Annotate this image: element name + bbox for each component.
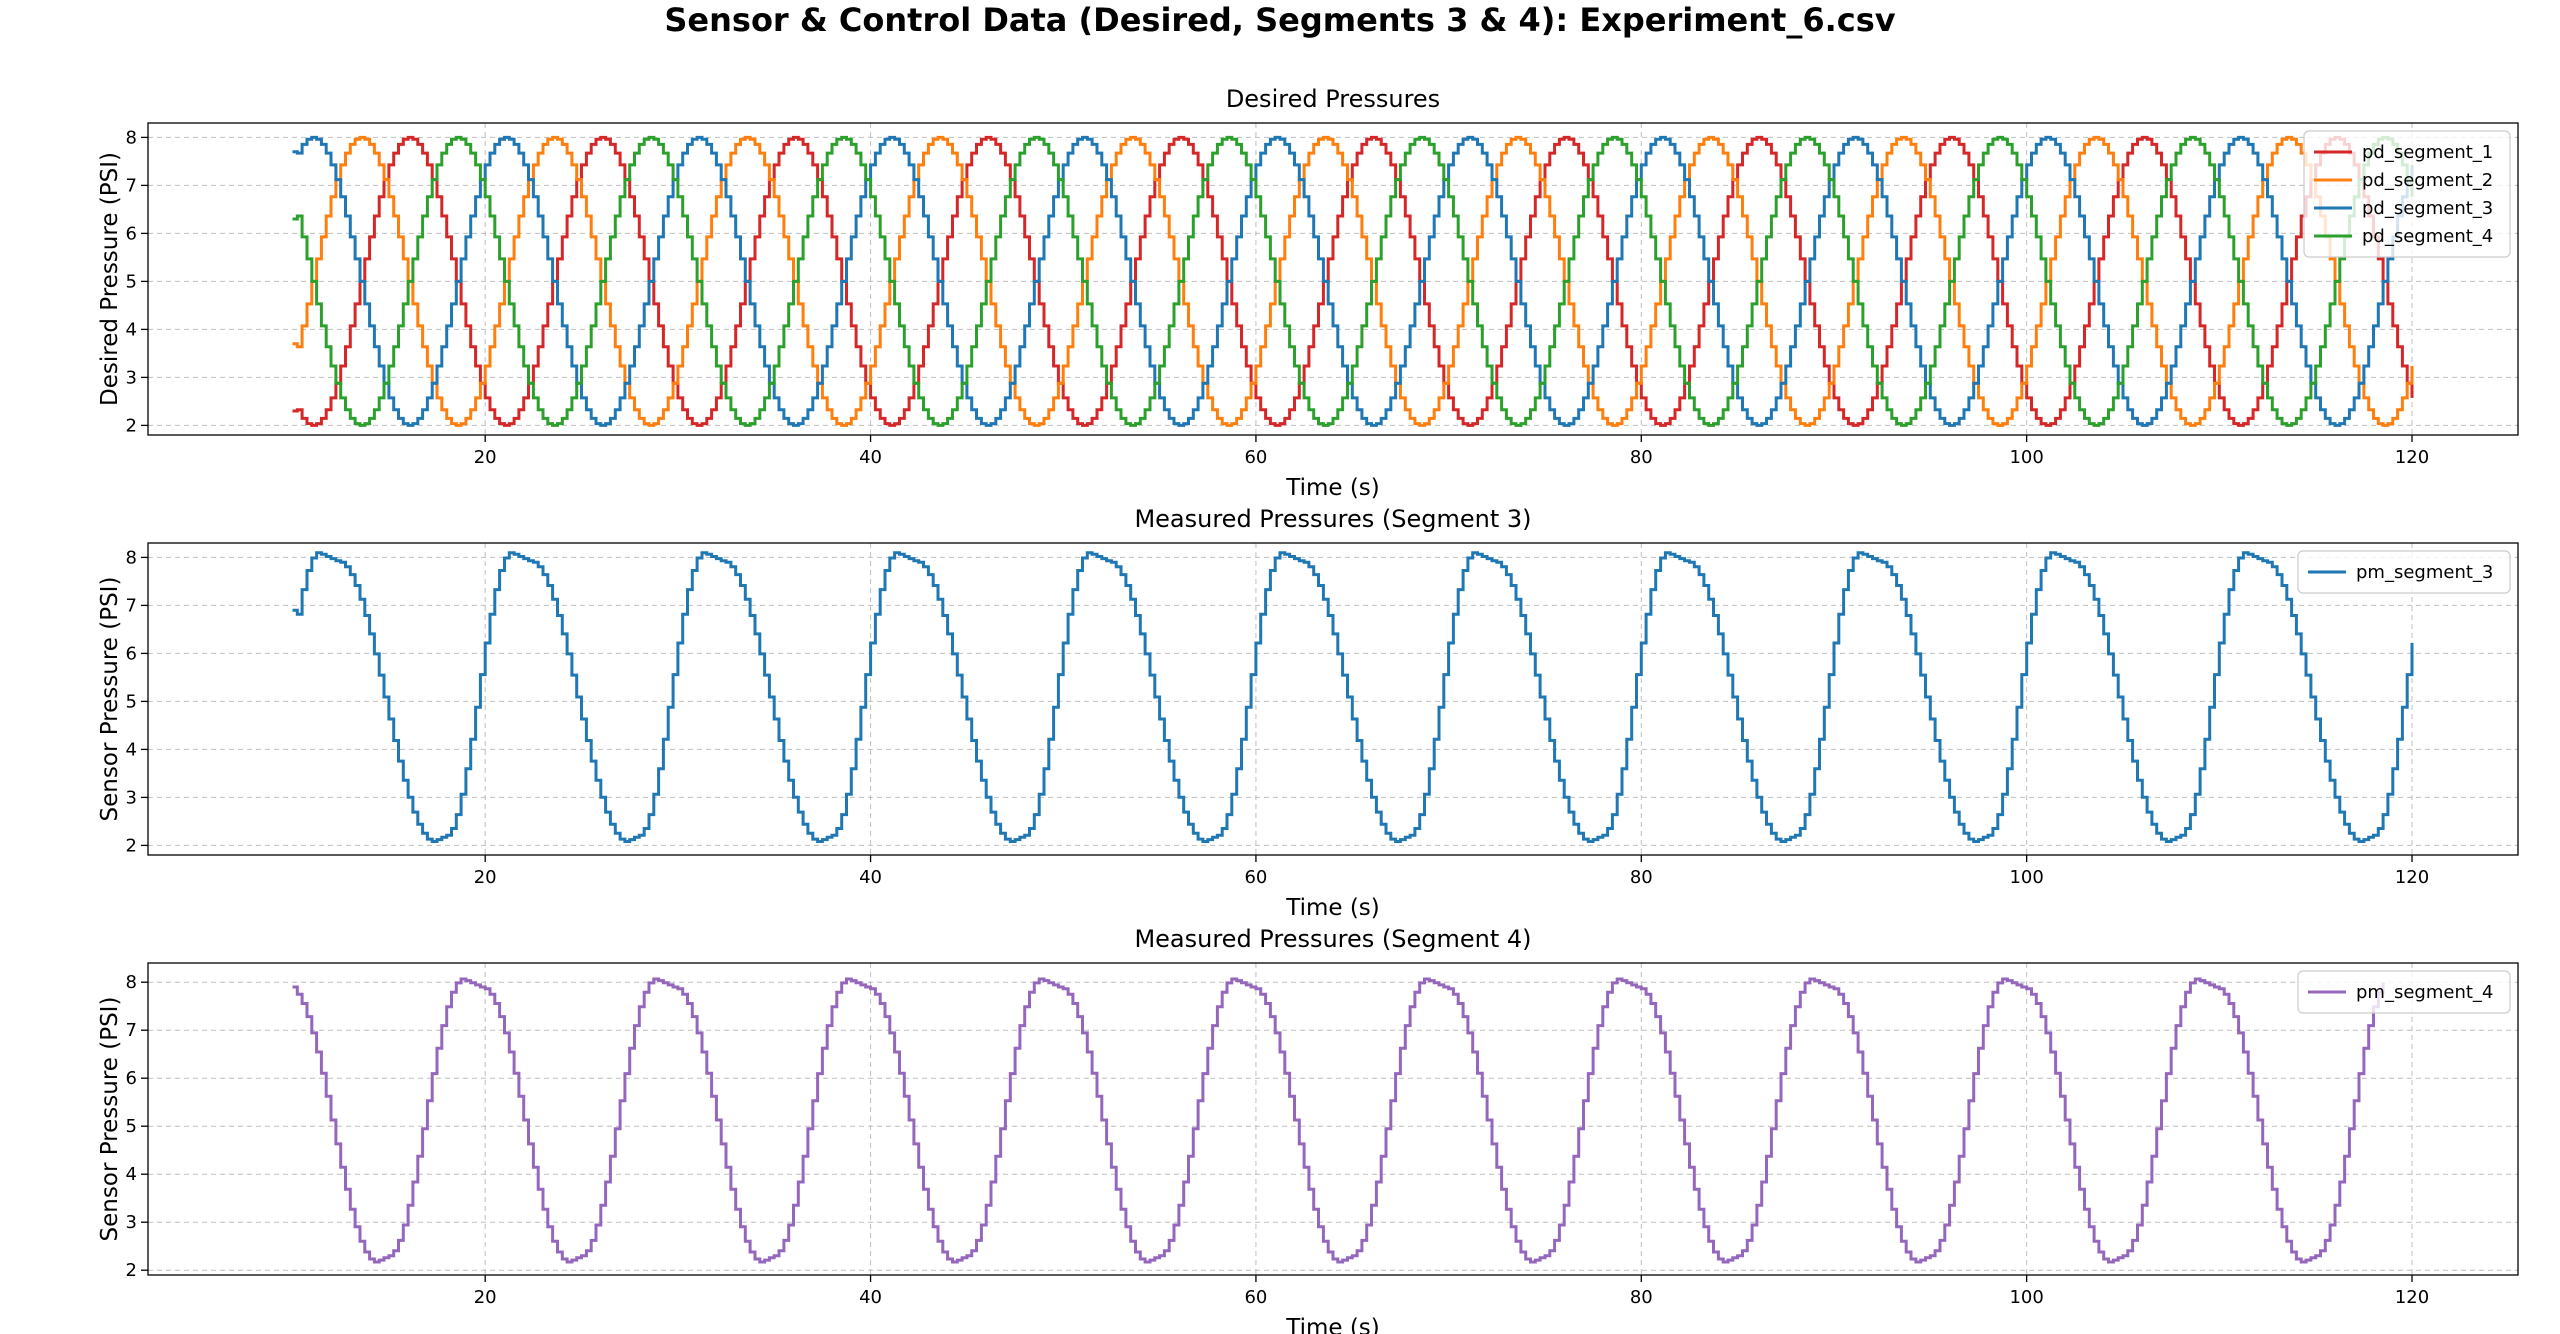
series-line-pd_segment_2 (292, 135, 2414, 427)
plot-frame (147, 542, 2519, 856)
x-axis-label: Time (s) (1285, 475, 1380, 501)
legend-label: pd_segment_2 (2362, 170, 2493, 191)
x-tick-label: 80 (1630, 867, 1653, 888)
subplot-title: Measured Pressures (Segment 4) (1134, 925, 1531, 953)
subplot-title: Measured Pressures (Segment 3) (1134, 505, 1531, 533)
plot-frame (147, 962, 2519, 1276)
legend-label: pm_segment_3 (2356, 562, 2493, 583)
legend-label: pd_segment_3 (2362, 198, 2493, 219)
y-tick-label: 5 (126, 691, 137, 712)
x-tick-label: 20 (474, 867, 497, 888)
x-tick-label: 60 (1244, 1287, 1267, 1308)
y-tick-label: 3 (126, 1212, 137, 1233)
y-tick-label: 4 (126, 1164, 137, 1185)
y-tick-label: 4 (126, 739, 137, 760)
x-tick-label: 40 (859, 867, 882, 888)
y-tick-label: 7 (126, 1020, 137, 1041)
x-tick-label: 20 (474, 447, 497, 468)
y-tick-label: 6 (126, 223, 137, 244)
y-tick-label: 8 (126, 972, 137, 993)
series-line-pm_segment_3 (292, 551, 2414, 843)
series-line-pm_segment_4 (292, 977, 2385, 1264)
legend-box (2297, 550, 2511, 594)
legend-box (2303, 130, 2511, 258)
y-tick-label: 7 (126, 595, 137, 616)
y-tick-label: 5 (126, 1116, 137, 1137)
x-tick-label: 80 (1630, 447, 1653, 468)
x-tick-label: 60 (1244, 867, 1267, 888)
x-tick-label: 40 (859, 1287, 882, 1308)
x-tick-label: 120 (2395, 867, 2429, 888)
legend-label: pm_segment_4 (2356, 982, 2493, 1003)
legend-label: pd_segment_1 (2362, 142, 2493, 163)
legend: pm_segment_4 (2297, 970, 2511, 1014)
legend: pm_segment_3 (2297, 550, 2511, 594)
x-axis-label: Time (s) (1285, 1315, 1380, 1334)
subplot-2: 20 40 60 80 100 120 2 3 4 5 6 7 8 Measured Pressures … (97, 505, 2519, 921)
legend: pd_segment_1 pd_segment_2 pd_segment_3 pd_s… (2303, 130, 2511, 258)
y-tick-label: 5 (126, 271, 137, 292)
y-tick-label: 2 (126, 835, 137, 856)
x-tick-label: 100 (2009, 1287, 2043, 1308)
y-tick-label: 4 (126, 319, 137, 340)
y-tick-label: 6 (126, 643, 137, 664)
y-tick-label: 3 (126, 367, 137, 388)
x-tick-label: 20 (474, 1287, 497, 1308)
x-tick-label: 80 (1630, 1287, 1653, 1308)
figure-suptitle: Sensor & Control Data (Desired, Segments… (664, 1, 1895, 39)
y-tick-label: 2 (126, 415, 137, 436)
y-tick-label: 3 (126, 787, 137, 808)
y-tick-label: 2 (126, 1260, 137, 1281)
x-tick-label: 60 (1244, 447, 1267, 468)
y-axis-label: Sensor Pressure (PSI) (97, 577, 123, 822)
legend-box (2297, 970, 2511, 1014)
series-line-pd_segment_1 (292, 135, 2414, 427)
y-tick-label: 7 (126, 175, 137, 196)
y-tick-label: 8 (126, 127, 137, 148)
subplot-title: Desired Pressures (1226, 85, 1440, 113)
x-tick-label: 120 (2395, 1287, 2429, 1308)
series-line-pd_segment_3 (292, 135, 2414, 427)
x-tick-label: 120 (2395, 447, 2429, 468)
x-tick-label: 100 (2009, 867, 2043, 888)
x-tick-label: 100 (2009, 447, 2043, 468)
series-line-pd_segment_4 (292, 135, 2414, 427)
plot-frame (147, 122, 2519, 436)
subplot-3: 20 40 60 80 100 120 2 3 4 5 6 7 8 Measured Pressures … (97, 925, 2519, 1334)
y-axis-label: Desired Pressure (PSI) (97, 152, 123, 406)
y-tick-label: 8 (126, 547, 137, 568)
x-tick-label: 40 (859, 447, 882, 468)
y-tick-label: 6 (126, 1068, 137, 1089)
x-axis-label: Time (s) (1285, 895, 1380, 921)
y-axis-label: Sensor Pressure (PSI) (97, 997, 123, 1242)
subplot-1: 20 40 60 80 100 120 2 3 4 5 6 7 8 Desired Pressures Ti… (97, 85, 2519, 501)
legend-label: pd_segment_4 (2362, 226, 2493, 247)
